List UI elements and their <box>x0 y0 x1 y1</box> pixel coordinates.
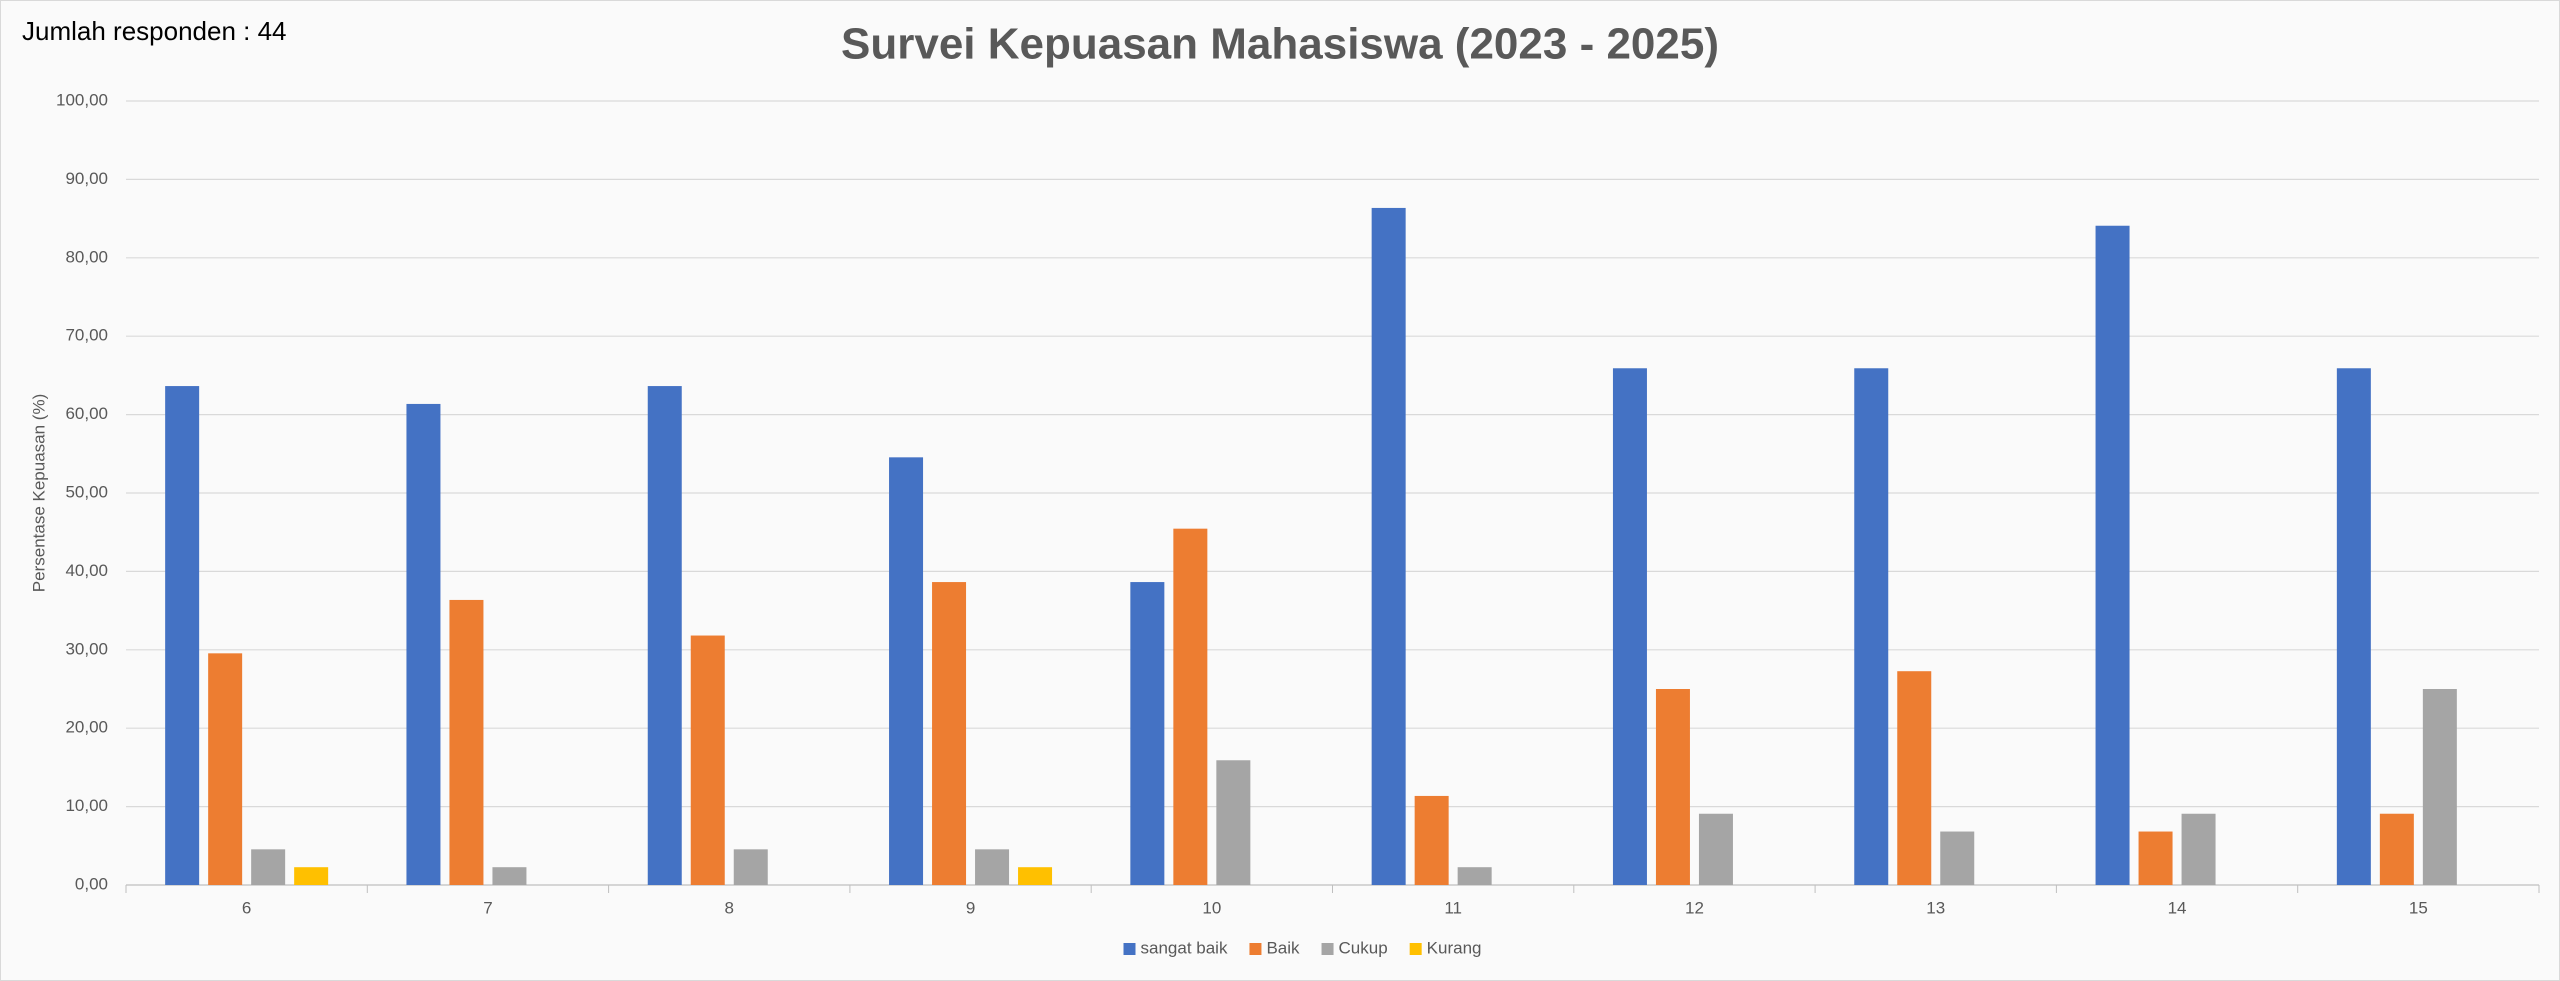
x-tick-label: 8 <box>725 898 734 917</box>
legend-label: Kurang <box>1427 938 1482 957</box>
legend-swatch <box>1409 943 1422 955</box>
bar <box>975 849 1010 885</box>
bar <box>1612 368 1647 885</box>
bar <box>1854 368 1889 885</box>
bar <box>1940 831 1975 885</box>
y-tick-label: 60,00 <box>65 404 108 423</box>
y-tick-label: 70,00 <box>65 326 108 345</box>
legend-label: Baik <box>1266 938 1300 957</box>
bar <box>2181 813 2216 885</box>
bar <box>889 457 924 885</box>
chart-title: Survei Kepuasan Mahasiswa (2023 - 2025) <box>841 20 1719 69</box>
y-tick-label: 30,00 <box>65 639 108 658</box>
bar <box>1018 867 1053 885</box>
bar <box>1897 671 1932 885</box>
y-axis-label: Persentase Kepuasan (%) <box>29 394 48 592</box>
bar <box>165 386 200 885</box>
bar <box>1371 207 1406 885</box>
legend-swatch <box>1249 943 1262 955</box>
y-tick-label: 20,00 <box>65 718 108 737</box>
bar <box>2379 813 2414 885</box>
bar <box>449 599 484 885</box>
bar <box>251 849 286 885</box>
bar <box>1457 867 1492 885</box>
bar <box>2422 689 2457 885</box>
bar <box>2138 831 2173 885</box>
bar <box>2095 225 2130 886</box>
y-tick-label: 100,00 <box>56 90 108 109</box>
y-tick-label: 50,00 <box>65 482 108 501</box>
annotation: Jumlah responden : 44 <box>22 16 287 46</box>
legend-label: Cukup <box>1339 938 1388 957</box>
bar <box>1698 813 1733 885</box>
bar <box>492 867 527 885</box>
x-tick-label: 13 <box>1926 898 1945 917</box>
bar <box>208 653 243 885</box>
bar <box>406 403 441 885</box>
bar <box>690 635 725 885</box>
x-tick-label: 6 <box>242 898 251 917</box>
bar <box>932 582 967 885</box>
x-tick-label: 9 <box>966 898 975 917</box>
x-tick-label: 11 <box>1444 898 1462 917</box>
bar <box>1655 689 1690 885</box>
y-tick-label: 10,00 <box>65 796 108 815</box>
y-tick-label: 0,00 <box>75 874 108 893</box>
bar <box>647 386 682 885</box>
bar <box>1216 760 1251 885</box>
bar <box>1130 582 1165 885</box>
legend-swatch <box>1321 943 1334 955</box>
bar <box>294 867 329 885</box>
x-tick-label: 7 <box>483 898 492 917</box>
y-tick-label: 90,00 <box>65 169 108 188</box>
y-tick-label: 40,00 <box>65 561 108 580</box>
legend-swatch <box>1123 943 1136 955</box>
legend-label: sangat baik <box>1141 938 1228 957</box>
x-tick-label: 10 <box>1202 898 1221 917</box>
bar <box>1414 795 1449 885</box>
y-tick-label: 80,00 <box>65 247 108 266</box>
x-tick-label: 12 <box>1685 898 1704 917</box>
x-tick-label: 15 <box>2409 898 2428 917</box>
bar <box>1173 528 1208 885</box>
bar <box>2336 368 2371 885</box>
x-tick-label: 14 <box>2168 898 2187 917</box>
bar <box>733 849 768 885</box>
